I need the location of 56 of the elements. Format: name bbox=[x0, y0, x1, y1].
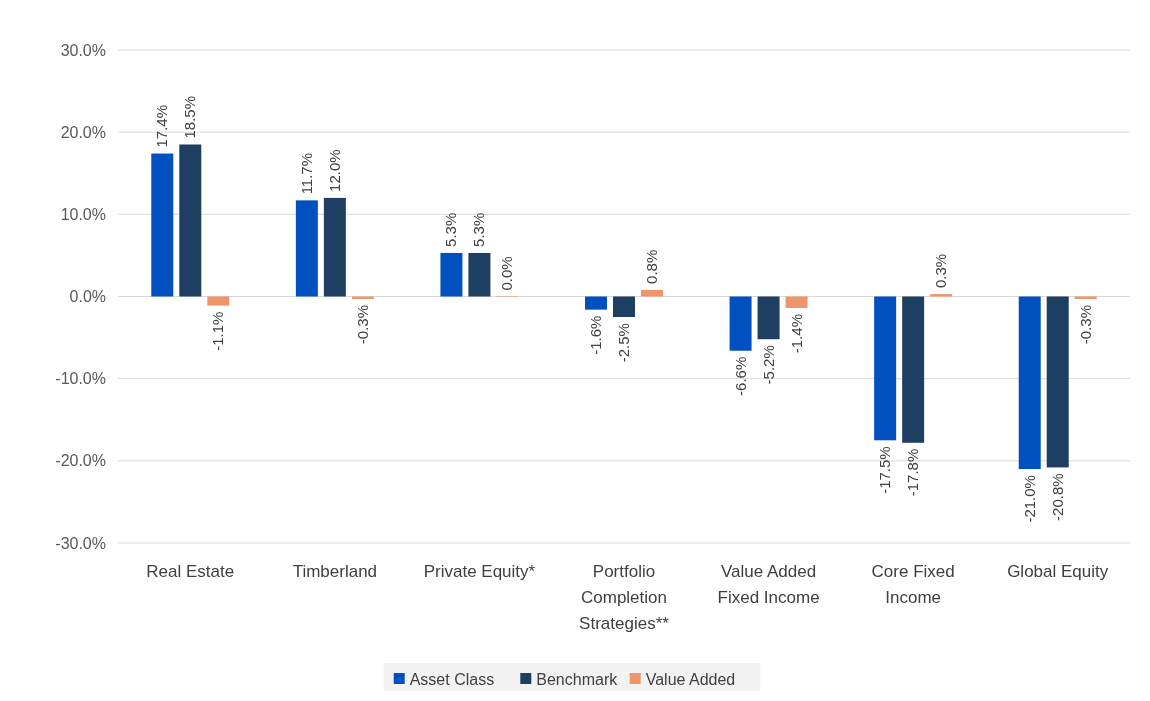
y-tick-label: -20.0% bbox=[55, 452, 106, 470]
data-label: -17.5% bbox=[876, 446, 894, 494]
data-label: 11.7% bbox=[297, 152, 315, 195]
x-tick-label: Private Equity* bbox=[423, 562, 536, 581]
bar bbox=[585, 296, 607, 310]
data-label: -21.0% bbox=[1020, 475, 1038, 523]
data-label: -2.5% bbox=[615, 323, 632, 363]
x-tick-label: Value Added Fixed Income bbox=[717, 562, 820, 607]
data-label: -5.2% bbox=[759, 345, 777, 385]
bar bbox=[1018, 296, 1041, 470]
data-label: 18.5% bbox=[181, 95, 199, 139]
legend-label: Value Added bbox=[645, 670, 736, 688]
legend-label: Benchmark bbox=[536, 670, 619, 688]
bar bbox=[468, 252, 491, 297]
x-tick-label: Portfolio Completion Strategies** bbox=[579, 562, 670, 633]
bar bbox=[179, 144, 202, 297]
data-label: 5.3% bbox=[470, 212, 488, 247]
bar bbox=[613, 296, 635, 318]
data-label: -1.4% bbox=[787, 314, 805, 354]
x-tick-label: Real Estate bbox=[146, 562, 235, 581]
bar bbox=[151, 153, 174, 297]
data-label: -1.6% bbox=[587, 315, 604, 355]
bar bbox=[323, 197, 346, 297]
bar bbox=[440, 252, 463, 297]
y-tick-label: -10.0% bbox=[55, 370, 106, 388]
bar bbox=[295, 200, 318, 297]
bar bbox=[930, 294, 953, 297]
data-label: 5.3% bbox=[442, 212, 460, 247]
x-tick-label: Core Fixed Income bbox=[871, 562, 955, 607]
bar bbox=[641, 289, 663, 297]
data-label: 0.0% bbox=[498, 256, 516, 291]
bar bbox=[207, 296, 230, 306]
y-tick-label: 20.0% bbox=[60, 123, 106, 141]
bar bbox=[785, 296, 808, 308]
legend-label: Asset Class bbox=[409, 670, 495, 688]
data-label: 17.4% bbox=[153, 104, 171, 148]
data-label: -0.3% bbox=[1076, 304, 1094, 345]
bar bbox=[729, 296, 752, 351]
y-tick-label: 10.0% bbox=[60, 205, 106, 223]
x-tick-label: Timberland bbox=[292, 562, 378, 581]
data-label: -6.6% bbox=[731, 356, 749, 396]
y-tick-label: 30.0% bbox=[60, 41, 106, 59]
data-label: 0.8% bbox=[643, 249, 660, 284]
x-tick-label: Global Equity bbox=[1007, 562, 1109, 581]
data-label: -0.3% bbox=[353, 304, 371, 345]
y-tick-label: 0.0% bbox=[69, 288, 106, 306]
bar bbox=[902, 296, 925, 443]
data-label: -1.1% bbox=[209, 311, 227, 351]
data-label: -20.8% bbox=[1048, 473, 1066, 521]
data-label: 12.0% bbox=[325, 149, 343, 192]
data-label: 0.3% bbox=[932, 253, 950, 289]
data-label: -17.8% bbox=[904, 448, 922, 497]
y-tick-label: -30.0% bbox=[55, 534, 106, 552]
bar bbox=[757, 296, 780, 340]
bar bbox=[874, 296, 897, 441]
bar bbox=[1046, 296, 1069, 468]
